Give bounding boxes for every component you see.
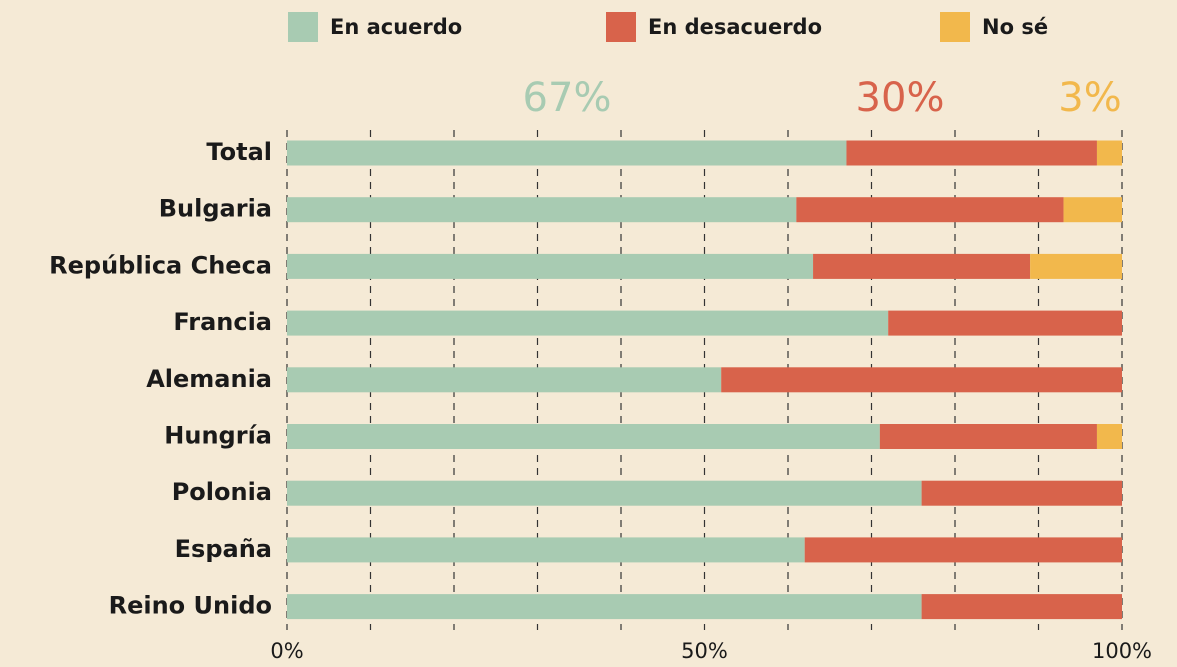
bar-segment <box>921 594 1122 620</box>
x-tick-label: 100% <box>1092 639 1152 663</box>
bar-segment <box>888 310 1122 336</box>
bar-segment <box>287 424 880 449</box>
legend-swatch <box>940 12 970 42</box>
bar-segment <box>287 140 847 166</box>
bar-segment <box>813 253 1031 279</box>
annotation: 30% <box>856 75 945 121</box>
category-label: Reino Unido <box>109 592 272 620</box>
bar-segment <box>846 140 1097 166</box>
bar-segment <box>287 537 805 563</box>
bar-segment <box>287 367 722 393</box>
legend-label: En acuerdo <box>330 15 462 39</box>
x-tick-label: 0% <box>270 639 303 663</box>
legend-label: En desacuerdo <box>648 15 822 39</box>
bar-segment <box>1063 197 1122 223</box>
x-tick-label: 50% <box>681 639 728 663</box>
category-label: España <box>175 535 272 563</box>
category-label: Total <box>206 138 272 166</box>
category-label: Hungría <box>164 422 272 450</box>
bar-segment <box>287 310 889 336</box>
category-label: Polonia <box>172 478 272 506</box>
bar-segment <box>1096 424 1122 449</box>
category-label: Francia <box>173 308 272 336</box>
category-label: Bulgaria <box>159 195 272 223</box>
bar-segment <box>1030 253 1122 279</box>
category-label: Alemania <box>146 365 272 393</box>
annotation: 3% <box>1058 75 1121 121</box>
bar-segment <box>287 253 814 279</box>
bar-segment <box>721 367 1122 393</box>
bar-segment <box>1096 140 1122 166</box>
legend-label: No sé <box>982 15 1048 39</box>
bar-segment <box>921 480 1122 506</box>
category-label: República Checa <box>49 251 272 279</box>
bar-segment <box>796 197 1064 223</box>
bar-segment <box>804 537 1122 563</box>
annotation: 67% <box>523 75 612 121</box>
legend-swatch <box>288 12 318 42</box>
bar-segment <box>287 197 797 223</box>
bar-segment <box>287 480 922 506</box>
bar-segment <box>287 594 922 620</box>
bar-segment <box>879 424 1097 449</box>
legend-swatch <box>606 12 636 42</box>
